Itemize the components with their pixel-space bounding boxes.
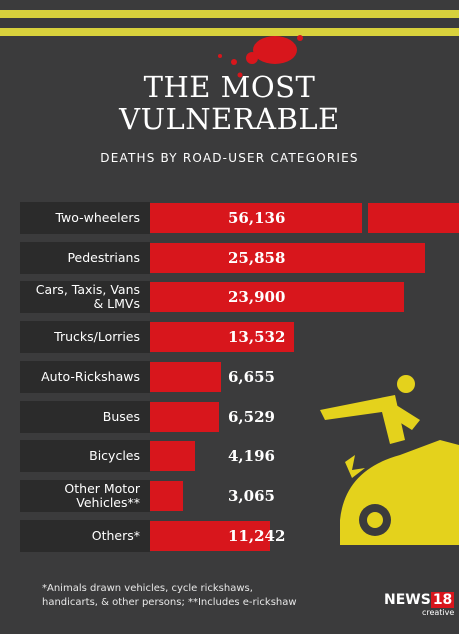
category-box: Others*	[20, 520, 150, 552]
category-box: Cars, Taxis, Vans & LMVs	[20, 281, 150, 313]
title: THE MOST	[0, 70, 459, 104]
value-label: 4,196	[228, 441, 275, 471]
category-box: Auto-Rickshaws	[20, 361, 150, 393]
category-box: Pedestrians	[20, 242, 150, 274]
bar-break	[368, 203, 459, 233]
value-label: 3,065	[228, 481, 275, 511]
value-label: 6,529	[228, 402, 275, 432]
bar	[150, 402, 219, 432]
category-label: Others*	[92, 529, 150, 543]
value-label: 25,858	[228, 243, 285, 273]
footnote: handicarts, & other persons; **Includes …	[42, 597, 297, 608]
logo-number: 18	[431, 592, 454, 608]
category-label: Two-wheelers	[55, 211, 150, 225]
category-label: Pedestrians	[67, 251, 150, 265]
value-label: 23,900	[228, 282, 285, 312]
value-label: 6,655	[228, 362, 275, 392]
category-box: Two-wheelers	[20, 202, 150, 234]
category-box: Buses	[20, 401, 150, 433]
category-label: Trucks/Lorries	[54, 330, 150, 344]
category-box: Trucks/Lorries	[20, 321, 150, 353]
infographic: THE MOST VULNERABLE DEATHS BY ROAD-USER …	[0, 0, 459, 634]
category-label: Cars, Taxis, Vans & LMVs	[30, 283, 150, 311]
bar	[150, 362, 221, 392]
road-stripe	[0, 28, 459, 36]
category-box: Other Motor Vehicles**	[20, 480, 150, 512]
value-label: 11,242	[228, 521, 285, 551]
logo-name: NEWS	[384, 592, 431, 608]
value-label: 56,136	[228, 203, 285, 233]
bar	[150, 481, 183, 511]
title: VULNERABLE	[0, 102, 459, 136]
category-label: Auto-Rickshaws	[41, 370, 150, 384]
road-stripe	[0, 10, 459, 18]
category-box: Bicycles	[20, 440, 150, 472]
category-label: Buses	[103, 410, 150, 424]
footnote: *Animals drawn vehicles, cycle rickshaws…	[42, 583, 253, 594]
value-label: 13,532	[228, 322, 285, 352]
category-label: Other Motor Vehicles**	[30, 482, 150, 510]
wheel-hub	[367, 512, 383, 528]
category-label: Bicycles	[89, 449, 150, 463]
logo-sub: creative	[384, 608, 454, 617]
bar	[150, 243, 425, 273]
subtitle: DEATHS BY ROAD-USER CATEGORIES	[0, 151, 459, 165]
bar	[150, 441, 195, 471]
